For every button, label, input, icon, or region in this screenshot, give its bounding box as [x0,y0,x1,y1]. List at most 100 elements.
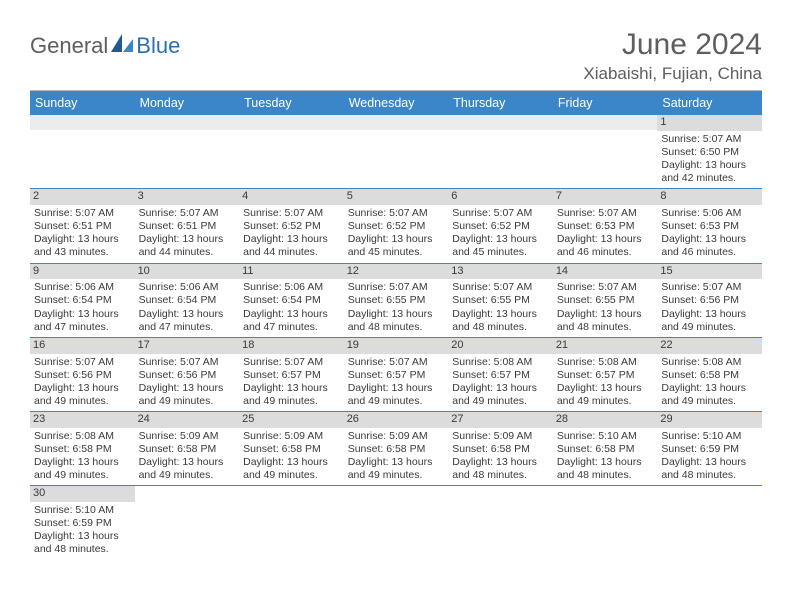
daylight-text: and 44 minutes. [139,246,236,259]
sunrise-text: Sunrise: 5:06 AM [243,281,340,294]
calendar-cell: 2Sunrise: 5:07 AMSunset: 6:51 PMDaylight… [30,189,135,263]
sunrise-text: Sunrise: 5:07 AM [557,207,654,220]
sunset-text: Sunset: 6:57 PM [557,369,654,382]
sunrise-text: Sunrise: 5:07 AM [557,281,654,294]
logo: General Blue [30,32,180,59]
sunrise-text: Sunrise: 5:09 AM [243,430,340,443]
sunrise-text: Sunrise: 5:07 AM [348,281,445,294]
sunrise-text: Sunrise: 5:08 AM [557,356,654,369]
daylight-text: Daylight: 13 hours [348,456,445,469]
calendar-cell: 1Sunrise: 5:07 AMSunset: 6:50 PMDaylight… [657,115,762,189]
daylight-text: and 47 minutes. [34,321,131,334]
daylight-text: Daylight: 13 hours [661,382,758,395]
calendar-cell: 24Sunrise: 5:09 AMSunset: 6:58 PMDayligh… [135,412,240,486]
daylight-text: Daylight: 13 hours [139,233,236,246]
weekday-header: Wednesday [344,91,449,115]
daylight-text: and 44 minutes. [243,246,340,259]
calendar-cell: 18Sunrise: 5:07 AMSunset: 6:57 PMDayligh… [239,337,344,411]
calendar-cell-empty [448,115,553,189]
daylight-text: and 48 minutes. [557,469,654,482]
sunrise-text: Sunrise: 5:10 AM [661,430,758,443]
calendar-cell-empty [344,486,449,560]
sunrise-text: Sunrise: 5:09 AM [139,430,236,443]
sunset-text: Sunset: 6:56 PM [139,369,236,382]
daylight-text: and 49 minutes. [348,395,445,408]
calendar-week-row: 9Sunrise: 5:06 AMSunset: 6:54 PMDaylight… [30,263,762,337]
daylight-text: Daylight: 13 hours [452,308,549,321]
daylight-text: and 49 minutes. [661,395,758,408]
sunset-text: Sunset: 6:58 PM [348,443,445,456]
calendar-cell: 9Sunrise: 5:06 AMSunset: 6:54 PMDaylight… [30,263,135,337]
day-number: 23 [30,412,135,428]
calendar-cell: 30Sunrise: 5:10 AMSunset: 6:59 PMDayligh… [30,486,135,560]
sunset-text: Sunset: 6:52 PM [452,220,549,233]
sunset-text: Sunset: 6:52 PM [348,220,445,233]
calendar-cell-empty [553,486,658,560]
sunrise-text: Sunrise: 5:07 AM [452,207,549,220]
daylight-text: and 45 minutes. [348,246,445,259]
sunset-text: Sunset: 6:52 PM [243,220,340,233]
daylight-text: and 48 minutes. [452,321,549,334]
sunset-text: Sunset: 6:58 PM [661,369,758,382]
day-number: 5 [344,189,449,205]
daylight-text: and 49 minutes. [139,395,236,408]
calendar-week-row: 16 Sunrise: 5:07 AM Sunset: 6:56 PM Dayligh… [30,337,762,411]
sunrise-text: Sunrise: 5:08 AM [661,356,758,369]
day-number: 26 [344,412,449,428]
daylight-text: Daylight: 13 hours [661,159,758,172]
blank-day-strip [239,115,344,130]
day-number: 15 [657,264,762,280]
day-number: 13 [448,264,553,280]
daylight-text: and 49 minutes. [452,395,549,408]
daylight-text: and 46 minutes. [661,246,758,259]
daylight-text: Daylight: 13 hours [139,456,236,469]
sunset-text: Sunset: 6:53 PM [557,220,654,233]
calendar-cell: 27Sunrise: 5:09 AMSunset: 6:58 PMDayligh… [448,412,553,486]
blank-day-strip [344,115,449,130]
sunrise-text: Sunrise: 5:07 AM [243,207,340,220]
daylight-text: Daylight: 13 hours [34,308,131,321]
sunset-text: Sunset: 6:55 PM [557,294,654,307]
sunset-text: Sunset: 6:58 PM [34,443,131,456]
calendar-cell: 10Sunrise: 5:06 AMSunset: 6:54 PMDayligh… [135,263,240,337]
sunrise-text: Sunrise: 5:07 AM [348,356,445,369]
sunrise-text: Sunrise: 5:10 AM [34,504,131,517]
day-number: 14 [553,264,658,280]
sunrise-text: Sunrise: 5:10 AM [557,430,654,443]
calendar-cell: 5Sunrise: 5:07 AMSunset: 6:52 PMDaylight… [344,189,449,263]
calendar-cell: 20Sunrise: 5:08 AMSunset: 6:57 PMDayligh… [448,337,553,411]
daylight-text: and 42 minutes. [661,172,758,185]
sunrise-text: Sunrise: 5:07 AM [34,207,131,220]
sunrise-text: Sunrise: 5:07 AM [661,133,758,146]
logo-text-general: General [30,33,108,59]
logo-sail-icon [109,32,135,59]
sunset-text: Sunset: 6:56 PM [661,294,758,307]
day-number: 18 [239,338,344,354]
sunrise-text: Sunrise: 5:07 AM [661,281,758,294]
sunset-text: Sunset: 6:50 PM [661,146,758,159]
day-number: 9 [30,264,135,280]
sunset-text: Sunset: 6:54 PM [139,294,236,307]
sunset-text: Sunset: 6:55 PM [348,294,445,307]
sunrise-text: Sunrise: 5:09 AM [452,430,549,443]
calendar-cell: 3Sunrise: 5:07 AMSunset: 6:51 PMDaylight… [135,189,240,263]
sunrise-text: Sunrise: 5:07 AM [243,356,340,369]
day-number: 4 [239,189,344,205]
sunrise-text: Sunrise: 5:07 AM [139,207,236,220]
daylight-text: and 48 minutes. [661,469,758,482]
daylight-text: and 48 minutes. [452,469,549,482]
calendar-cell: 22Sunrise: 5:08 AMSunset: 6:58 PMDayligh… [657,337,762,411]
day-number: 27 [448,412,553,428]
sunset-text: Sunset: 6:57 PM [243,369,340,382]
daylight-text: and 47 minutes. [139,321,236,334]
calendar-cell: 14Sunrise: 5:07 AMSunset: 6:55 PMDayligh… [553,263,658,337]
calendar-cell: 11Sunrise: 5:06 AMSunset: 6:54 PMDayligh… [239,263,344,337]
daylight-text: Daylight: 13 hours [243,308,340,321]
daylight-text: Daylight: 13 hours [557,233,654,246]
daylight-text: and 46 minutes. [557,246,654,259]
calendar-cell-empty [239,115,344,189]
daylight-text: Daylight: 13 hours [139,308,236,321]
day-number: 16 [30,338,135,354]
sunset-text: Sunset: 6:59 PM [34,517,131,530]
sunrise-text: Sunrise: 5:07 AM [452,281,549,294]
